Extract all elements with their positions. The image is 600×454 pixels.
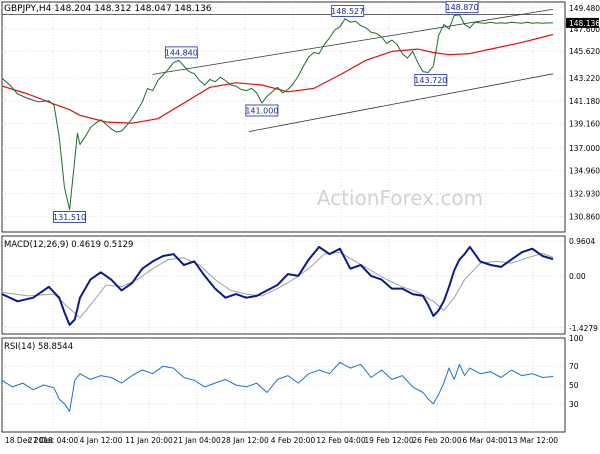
price-y-tick-label: 149.480 [569,4,600,13]
watermark-text: ActionForex.com [317,186,483,210]
price-y-tick-label: 132.930 [569,190,600,199]
price-panel-frame [1,1,566,233]
x-tick-label: 28 Jan 12:00 [221,436,269,445]
price-y-tick-label: 137.000 [569,144,600,153]
rsi-y-tick-label: 100 [569,334,584,343]
macd-y-tick-label: 0.9604 [569,237,595,246]
rsi-y-tick-label: 70 [569,362,579,371]
price-y-tick-label: 145.620 [569,47,600,56]
macd-panel-frame [1,235,566,335]
price-annotation-label: 148.527 [331,7,364,16]
price-annotation-label: 143.720 [414,76,447,85]
price-annotation-box [331,5,365,17]
price-y-tick-label: 134.960 [569,167,600,176]
symbol-header: GBPJPY,H4 148.204 148.312 148.047 148.13… [4,4,212,14]
upper-channel-trendline [152,8,554,75]
x-tick-label: 27 Dec 04:00 [28,436,79,445]
last-price-tag [566,17,599,28]
price-annotation-label: 141.000 [245,106,278,115]
last-price-label: 148.136 [569,19,600,28]
x-tick-label: 11 Jan 20:00 [125,436,173,445]
x-tick-label: 18 Dec 2018 [5,436,53,445]
price-y-tick-label: 143.220 [569,74,600,83]
price-annotation-label: 131.510 [53,213,86,222]
price-y-tick-label: 130.860 [569,213,600,222]
x-tick-label: 4 Jan 12:00 [80,436,123,445]
x-tick-label: 21 Jan 04:00 [173,436,221,445]
rsi-line [1,361,554,412]
macd-line [1,245,554,326]
x-tick-label: 6 Mar 04:00 [462,436,508,445]
x-tick-label: 26 Feb 20:00 [412,436,461,445]
rsi-y-tick-label: 50 [569,381,579,390]
macd-y-tick-label: 0.00 [569,272,586,281]
price-annotation-box [414,74,448,86]
price-y-tick-label: 139.160 [569,120,600,129]
series-layer [1,8,554,412]
price-annotation-box [164,46,198,59]
x-tick-label: 12 Feb 04:00 [316,436,365,445]
price-line [1,14,553,211]
grid-layer [1,1,566,433]
x-tick-label: 4 Feb 20:00 [271,436,316,445]
price-annotation-box [53,211,86,223]
annotation-layer: 131.510 144.840 141.000 148.527 143.720 148.8… [53,1,479,223]
x-tick-label: 19 Feb 12:00 [364,436,413,445]
price-annotation-label: 148.870 [445,3,478,12]
price-y-tick-label: 141.180 [569,97,600,106]
macd-signal-line [1,251,554,319]
lower-channel-trendline [248,73,554,132]
price-y-tick-label: 147.600 [569,25,600,34]
x-tick-label: 13 Mar 12:00 [508,436,558,445]
macd-title: MACD(12,26,9) 0.4619 0.5129 [4,240,133,250]
price-annotation-box [445,1,479,14]
rsi-title: RSI(14) 58.8544 [4,342,73,352]
price-annotation-box [245,104,279,117]
price-annotation-label: 144.840 [165,48,198,57]
macd-y-tick-label: -1.4279 [569,324,598,333]
moving-average-line [1,33,554,124]
rsi-y-tick-label: 30 [569,400,579,409]
